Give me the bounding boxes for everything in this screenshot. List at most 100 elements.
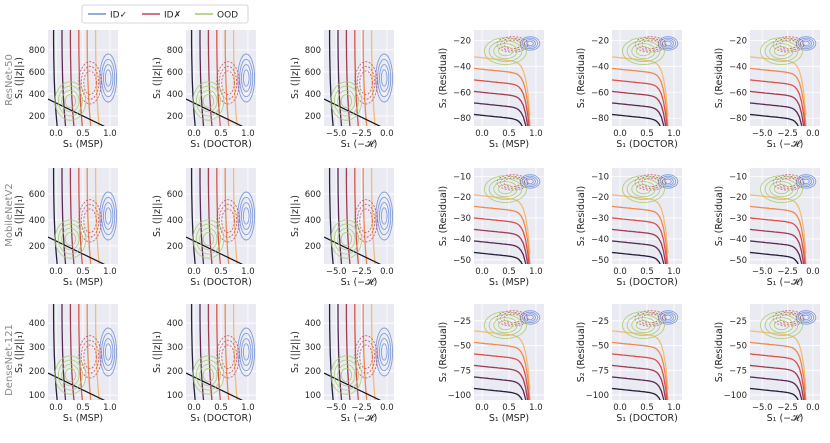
level-curve bbox=[750, 67, 807, 126]
y-tick-label: 200 bbox=[167, 367, 183, 377]
ood-contour bbox=[484, 311, 527, 340]
ood-contour bbox=[57, 223, 83, 255]
ood-contour bbox=[64, 232, 77, 247]
ood-contour bbox=[497, 320, 514, 331]
ood-contour bbox=[64, 368, 77, 383]
level-curve bbox=[345, 168, 351, 264]
ood-contour bbox=[192, 81, 225, 121]
id-correct-contour bbox=[519, 36, 541, 51]
x-tick-label: 0.0 bbox=[475, 403, 489, 413]
plot-area bbox=[324, 30, 394, 126]
level-curve bbox=[370, 30, 376, 126]
level-curve bbox=[199, 304, 205, 400]
level-curve bbox=[474, 79, 530, 126]
level-curve bbox=[190, 304, 196, 400]
level-curve bbox=[224, 304, 230, 400]
ood-contour bbox=[493, 43, 518, 60]
y-tick-label: 100 bbox=[305, 391, 321, 401]
level-curve bbox=[232, 304, 238, 400]
y-tick-label: 400 bbox=[29, 216, 45, 226]
x-axis-label: S₁ (DOCTOR) bbox=[616, 277, 678, 288]
ood-contour bbox=[54, 355, 87, 395]
y-axis-label: S₂ (Residual) bbox=[714, 48, 725, 108]
id-correct-contour bbox=[380, 69, 388, 87]
id-correct-contour bbox=[241, 338, 252, 366]
x-tick-label: 1.0 bbox=[529, 129, 543, 139]
ood-contour bbox=[626, 40, 661, 63]
ood-contour bbox=[626, 314, 661, 337]
level-curve bbox=[750, 330, 807, 390]
x-tick-label: 0.5 bbox=[214, 403, 228, 413]
y-tick-label: 200 bbox=[305, 112, 321, 122]
id-wrong-contour bbox=[216, 199, 240, 243]
panel-densenet-121-4: 0.0 0.5 1.0 −100 −75 −50 −25 S₁ (MSP) S₂ (Residu… bbox=[438, 304, 544, 424]
panel-background bbox=[324, 30, 394, 126]
level-curve bbox=[86, 30, 92, 126]
x-tick-label: 1.0 bbox=[529, 403, 543, 413]
id-wrong-contour bbox=[779, 313, 798, 324]
level-curve bbox=[52, 30, 58, 126]
level-curve bbox=[612, 217, 668, 264]
ood-contour bbox=[337, 227, 356, 251]
id-correct-contour bbox=[657, 36, 679, 51]
id-correct-contour bbox=[377, 196, 392, 236]
level-curve bbox=[474, 251, 523, 264]
level-curve bbox=[612, 90, 667, 126]
id-correct-contour bbox=[103, 202, 114, 230]
y-tick-label: −100 bbox=[724, 391, 747, 401]
id-correct-contour bbox=[103, 338, 114, 366]
id-wrong-contour bbox=[354, 335, 378, 379]
y-tick-label: −30 bbox=[729, 214, 747, 224]
level-curve bbox=[750, 376, 803, 400]
x-axis-label: S₁ (MSP) bbox=[489, 139, 529, 150]
level-curve bbox=[86, 304, 92, 400]
level-curve bbox=[750, 79, 806, 126]
id-correct-contour bbox=[242, 343, 250, 361]
level-curve bbox=[474, 228, 529, 264]
id-correct-contour bbox=[379, 338, 390, 366]
ood-contour bbox=[333, 223, 359, 255]
y-tick-label: −60 bbox=[729, 88, 747, 98]
x-tick-label: 0.0 bbox=[187, 403, 201, 413]
level-curve bbox=[612, 341, 669, 400]
x-axis-label: S₁ (MSP) bbox=[489, 277, 529, 288]
id-correct-contour bbox=[802, 40, 810, 47]
panel-densenet-121-6: −5.0 −2.5 0.0 −100 −75 −50 −25 S₁ (−𝓗) S₂ (Resid… bbox=[714, 304, 820, 424]
y-axis-label: S₂ (||z||₁) bbox=[14, 331, 25, 373]
id-wrong-contour bbox=[356, 65, 376, 100]
y-axis-label: S₂ (Residual) bbox=[438, 186, 449, 246]
x-tick-label: 1.0 bbox=[241, 129, 255, 139]
x-tick-label: 0.5 bbox=[502, 403, 516, 413]
level-curve bbox=[337, 30, 343, 126]
y-tick-label: 400 bbox=[167, 216, 183, 226]
y-tick-label: −20 bbox=[729, 193, 747, 203]
ood-contour bbox=[330, 219, 363, 259]
y-tick-label: 200 bbox=[167, 242, 183, 252]
ood-contour bbox=[497, 46, 514, 57]
level-curve bbox=[337, 168, 343, 264]
y-tick-label: 400 bbox=[305, 319, 321, 329]
id-wrong-contour bbox=[641, 177, 660, 188]
id-wrong-contour bbox=[78, 335, 102, 379]
y-tick-label: 600 bbox=[305, 68, 321, 78]
id-wrong-contour bbox=[354, 61, 378, 105]
y-tick-label: −10 bbox=[453, 172, 471, 182]
y-axis-label: S₂ (||z||₁) bbox=[14, 57, 25, 99]
x-tick-label: 0.5 bbox=[76, 129, 90, 139]
id-correct-contour bbox=[802, 178, 810, 185]
x-tick-label: −5.0 bbox=[752, 267, 773, 277]
y-tick-label: 400 bbox=[305, 216, 321, 226]
y-axis-label: S₂ (Residual) bbox=[438, 48, 449, 108]
id-wrong-contour bbox=[221, 208, 235, 234]
level-curve bbox=[474, 364, 529, 400]
x-axis-label: S₁ (DOCTOR) bbox=[616, 413, 678, 424]
level-curve bbox=[474, 240, 527, 264]
y-axis-label: S₂ (Residual) bbox=[438, 322, 449, 382]
x-tick-label: 1.0 bbox=[103, 267, 117, 277]
id-correct-contour bbox=[379, 202, 390, 230]
ood-contour bbox=[64, 94, 77, 109]
plot-area bbox=[186, 304, 256, 400]
ood-contour bbox=[202, 368, 215, 383]
ood-contour bbox=[199, 363, 218, 387]
ood-contour bbox=[493, 317, 518, 334]
